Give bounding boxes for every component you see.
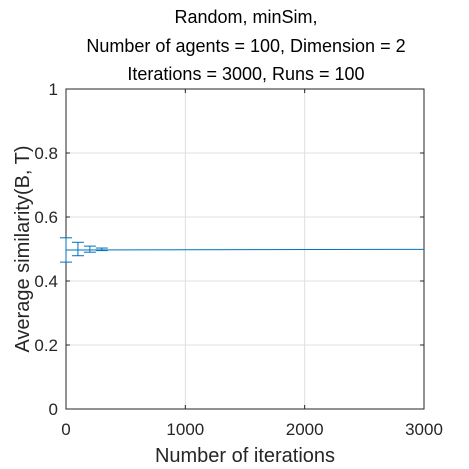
y-tick-label: 0.4 — [34, 272, 58, 291]
chart-title: Random, minSim, Number of agents = 100, … — [86, 7, 405, 84]
x-tick-label: 2000 — [286, 420, 324, 439]
x-axis-label: Number of iterations — [155, 445, 335, 467]
y-axis-label: Average similarity(B, T) — [12, 145, 34, 352]
series-line — [65, 248, 425, 251]
y-tick-label: 0.8 — [34, 144, 58, 163]
y-tick-label: 0.6 — [34, 208, 58, 227]
y-tick-label: 0.2 — [34, 336, 58, 355]
axis-ticks: 0 1000 2000 3000 0 0.2 0.4 0.6 0.8 1 — [34, 80, 443, 439]
y-tick-label: 0 — [49, 400, 58, 419]
chart-title-line-3: Iterations = 3000, Runs = 100 — [127, 64, 364, 84]
chart-title-line-1: Random, minSim, — [174, 7, 317, 27]
chart-title-line-2: Number of agents = 100, Dimension = 2 — [86, 36, 405, 56]
y-tick-label: 1 — [49, 80, 58, 99]
x-tick-label: 0 — [61, 420, 70, 439]
data-marks — [60, 237, 425, 263]
x-tick-label: 1000 — [166, 420, 204, 439]
x-tick-label: 3000 — [405, 420, 443, 439]
